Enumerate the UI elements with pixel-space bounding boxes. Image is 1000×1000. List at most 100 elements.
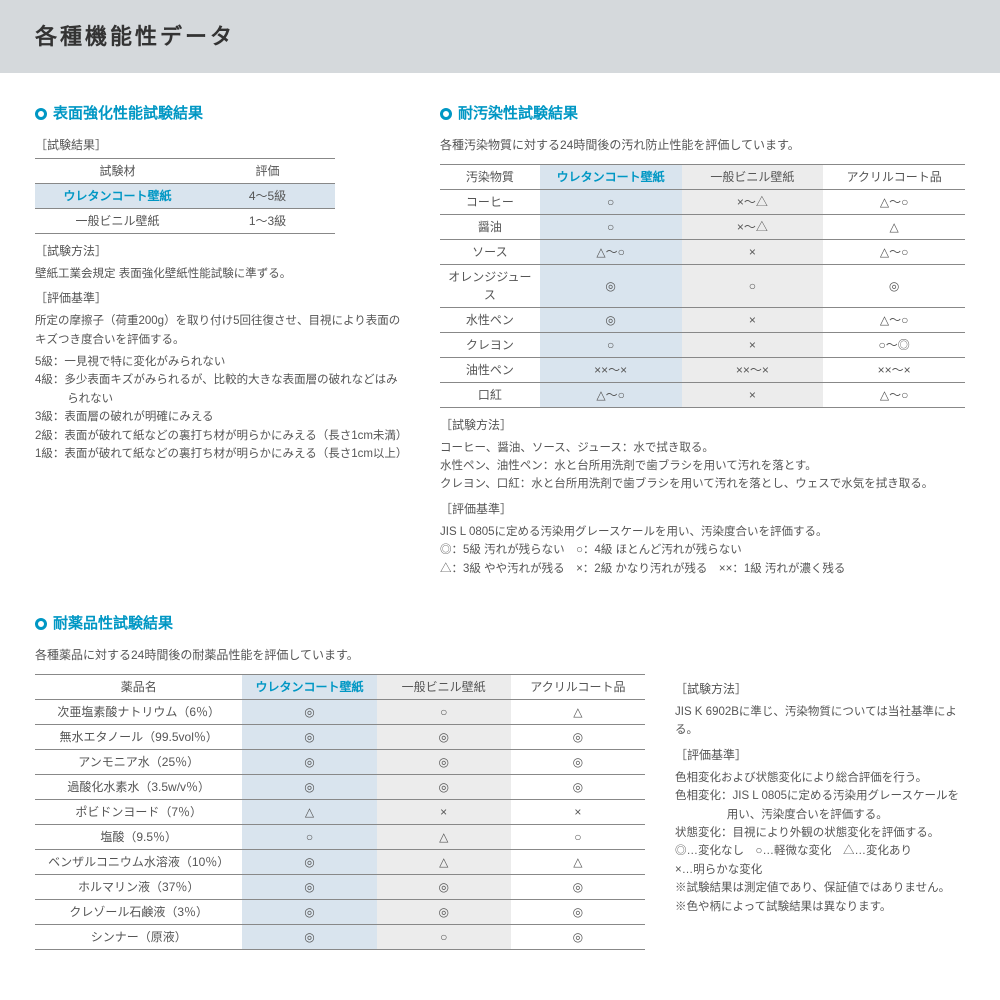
table-row: 口紅△～○×△～○ bbox=[440, 382, 965, 407]
cell: △ bbox=[511, 849, 645, 874]
cell: ○ bbox=[511, 824, 645, 849]
cell: ◎ bbox=[242, 749, 376, 774]
table-row: 一般ビニル壁紙 1～3級 bbox=[35, 208, 335, 233]
section1-title-text: 表面強化性能試験結果 bbox=[53, 103, 203, 126]
cell: ××～× bbox=[682, 357, 824, 382]
cell: ◎ bbox=[540, 307, 682, 332]
cell: ◎ bbox=[511, 724, 645, 749]
cell: ◎ bbox=[511, 874, 645, 899]
table-row: クレゾール石鹸液（3％）◎◎◎ bbox=[35, 899, 645, 924]
cell: △ bbox=[511, 699, 645, 724]
table-row: シンナー（原液）◎○◎ bbox=[35, 924, 645, 949]
section-stain: 耐汚染性試験結果 各種汚染物質に対する24時間後の汚れ防止性能を評価しています。… bbox=[440, 103, 965, 578]
cell: 過酸化水素水（3.5w/v％） bbox=[35, 774, 242, 799]
cell: ○ bbox=[377, 699, 511, 724]
note-line: ※試験結果は測定値であり、保証値ではありません。 bbox=[675, 879, 965, 897]
note-line: 状態変化：目視により外観の状態変化を評価する。 bbox=[675, 824, 965, 842]
page-title: 各種機能性データ bbox=[35, 20, 965, 53]
cell: ウレタンコート壁紙 bbox=[35, 183, 200, 208]
cell: 塩酸（9.5％） bbox=[35, 824, 242, 849]
cell: 口紅 bbox=[440, 382, 540, 407]
legend-line: △：3級 やや汚れが残る ×：2級 かなり汚れが残る ××：1級 汚れが濃く残る bbox=[440, 560, 965, 578]
section3-side-notes: ［試験方法］ JIS K 6902Bに準じ、汚染物質については当社基準による。 … bbox=[675, 674, 965, 950]
grade-line: 5級：一見視で特に変化がみられない bbox=[35, 353, 405, 371]
cell: ×～△ bbox=[682, 189, 824, 214]
cell: △ bbox=[242, 799, 376, 824]
cell: シンナー（原液） bbox=[35, 924, 242, 949]
cell: ××～× bbox=[540, 357, 682, 382]
table-row: 塩酸（9.5％）○△○ bbox=[35, 824, 645, 849]
note-line: コーヒー、醤油、ソース、ジュース：水で拭き取る。 bbox=[440, 439, 965, 457]
table-row: コーヒー○×～△△～○ bbox=[440, 189, 965, 214]
cell: 4～5級 bbox=[200, 183, 335, 208]
table-row: オレンジジュース◎○◎ bbox=[440, 264, 965, 307]
criteria-label: ［評価基準］ bbox=[35, 289, 405, 308]
cell: ◎ bbox=[540, 264, 682, 307]
cell: ◎ bbox=[377, 774, 511, 799]
col-header: ウレタンコート壁紙 bbox=[540, 164, 682, 189]
note-line: ×…明らかな変化 bbox=[675, 861, 965, 879]
method-label: ［試験方法］ bbox=[440, 416, 965, 435]
cell: ◎ bbox=[377, 724, 511, 749]
cell: × bbox=[377, 799, 511, 824]
cell: ○ bbox=[540, 332, 682, 357]
note-line: 色相変化：JIS L 0805に定める汚染用グレースケールを用い、汚染度合いを評… bbox=[675, 787, 965, 824]
col-header: アクリルコート品 bbox=[823, 164, 965, 189]
note-line: クレヨン、口紅：水と台所用洗剤で歯ブラシを用いて汚れを落とし、ウェスで水気を拭き… bbox=[440, 475, 965, 493]
cell: × bbox=[682, 382, 824, 407]
table-row: アンモニア水（25％）◎◎◎ bbox=[35, 749, 645, 774]
section2-title-text: 耐汚染性試験結果 bbox=[458, 103, 578, 126]
note-line: ◎…変化なし ○…軽微な変化 △…変化あり bbox=[675, 842, 965, 860]
cell: クレヨン bbox=[440, 332, 540, 357]
grade-line: 2級：表面が破れて紙などの裏打ち材が明らかにみえる（長さ1cm未満） bbox=[35, 427, 405, 445]
cell: ○ bbox=[682, 264, 824, 307]
cell: × bbox=[682, 332, 824, 357]
table-surface: 試験材 評価 ウレタンコート壁紙 4～5級 一般ビニル壁紙 1～3級 bbox=[35, 158, 335, 234]
grade-line: 1級：表面が破れて紙などの裏打ち材が明らかにみえる（長さ1cm以上） bbox=[35, 445, 405, 463]
col-header: 一般ビニル壁紙 bbox=[682, 164, 824, 189]
page-header: 各種機能性データ bbox=[0, 0, 1000, 73]
bullet-icon bbox=[440, 108, 452, 120]
cell: ベンザルコニウム水溶液（10％） bbox=[35, 849, 242, 874]
col-header: 評価 bbox=[200, 158, 335, 183]
criteria-text: 所定の摩擦子（荷重200g）を取り付け5回往復させ、目視により表面のキズつき度合… bbox=[35, 312, 405, 349]
cell: ソース bbox=[440, 239, 540, 264]
cell: △ bbox=[823, 214, 965, 239]
criteria-label: ［評価基準］ bbox=[440, 500, 965, 519]
col-header: ウレタンコート壁紙 bbox=[242, 674, 376, 699]
content: 表面強化性能試験結果 ［試験結果］ 試験材 評価 ウレタンコート壁紙 4～5級 … bbox=[0, 103, 1000, 990]
cell: ◎ bbox=[377, 899, 511, 924]
cell: 1～3級 bbox=[200, 208, 335, 233]
bullet-icon bbox=[35, 108, 47, 120]
cell: ◎ bbox=[377, 874, 511, 899]
section3-desc: 各種薬品に対する24時間後の耐薬品性能を評価しています。 bbox=[35, 646, 965, 664]
cell: × bbox=[682, 307, 824, 332]
cell: ××～× bbox=[823, 357, 965, 382]
table-row: 次亜塩素酸ナトリウム（6％）◎○△ bbox=[35, 699, 645, 724]
section1-notes: ［試験方法］ 壁紙工業会規定 表面強化壁紙性能試験に準ずる。 ［評価基準］ 所定… bbox=[35, 242, 405, 464]
cell: × bbox=[682, 239, 824, 264]
cell: ◎ bbox=[242, 774, 376, 799]
table-row: ウレタンコート壁紙 4～5級 bbox=[35, 183, 335, 208]
cell: ◎ bbox=[511, 924, 645, 949]
cell: コーヒー bbox=[440, 189, 540, 214]
table-chemical: 薬品名 ウレタンコート壁紙 一般ビニル壁紙 アクリルコート品 次亜塩素酸ナトリウ… bbox=[35, 674, 645, 950]
cell: クレゾール石鹸液（3％） bbox=[35, 899, 242, 924]
cell: △～○ bbox=[823, 307, 965, 332]
cell: ◎ bbox=[511, 774, 645, 799]
result-label: ［試験結果］ bbox=[35, 136, 405, 154]
section1-title: 表面強化性能試験結果 bbox=[35, 103, 405, 126]
cell: ○ bbox=[540, 214, 682, 239]
cell: アンモニア水（25％） bbox=[35, 749, 242, 774]
note-line: 色相変化および状態変化により総合評価を行う。 bbox=[675, 769, 965, 787]
note-line: 水性ペン、油性ペン：水と台所用洗剤で歯ブラシを用いて汚れを落とす。 bbox=[440, 457, 965, 475]
cell: ◎ bbox=[242, 724, 376, 749]
note-line: ※色や柄によって試験結果は異なります。 bbox=[675, 898, 965, 916]
cell: ◎ bbox=[242, 699, 376, 724]
table-row: 水性ペン◎×△～○ bbox=[440, 307, 965, 332]
criteria-label: ［評価基準］ bbox=[675, 746, 965, 765]
cell: △～○ bbox=[823, 189, 965, 214]
cell: ポビドンヨード（7％） bbox=[35, 799, 242, 824]
note-line: JIS K 6902Bに準じ、汚染物質については当社基準による。 bbox=[675, 703, 965, 740]
cell: ◎ bbox=[511, 749, 645, 774]
